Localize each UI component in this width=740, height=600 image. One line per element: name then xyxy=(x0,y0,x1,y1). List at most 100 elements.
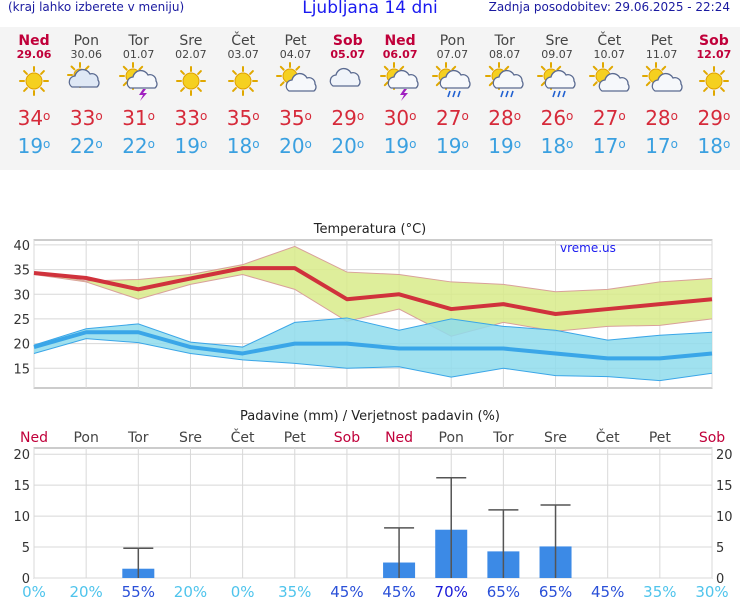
day-date: 29.06 xyxy=(16,48,52,61)
forecast-day: Ned 29.06 34o 19o xyxy=(8,33,60,159)
x-tick-label: Ned xyxy=(20,430,48,446)
day-name: Sob xyxy=(699,33,729,49)
y-tick-label-left: 0 xyxy=(22,572,30,587)
max-temp: 34o xyxy=(17,106,51,130)
chart-title: Temperatura (°C) xyxy=(313,222,426,237)
max-temp: 35o xyxy=(226,106,260,130)
max-temp: 28o xyxy=(488,106,522,130)
day-name: Tor xyxy=(494,33,515,49)
day-date: 30.06 xyxy=(70,48,103,61)
y-tick-label-left: 20 xyxy=(13,448,30,463)
cloudy-icon xyxy=(67,62,100,88)
y-tick-label-left: 15 xyxy=(13,479,30,494)
day-date: 06.07 xyxy=(382,48,418,61)
day-name: Čet xyxy=(231,33,256,49)
max-temp: 33o xyxy=(174,106,208,130)
precip-probability: 35% xyxy=(643,583,676,600)
day-name: Pet xyxy=(284,33,307,49)
max-temp: 35o xyxy=(279,106,312,130)
min-temp: 22o xyxy=(69,134,103,158)
sun-cloud-icon xyxy=(275,62,317,92)
precipitation-chart: Padavine (mm) / Verjetnost padavin (%) Ne… xyxy=(13,409,733,600)
forecast-day: Sre 02.07 33o 19o xyxy=(165,33,217,159)
sun-icon xyxy=(19,66,49,96)
x-tick-label: Sre xyxy=(179,430,202,446)
sun-cloud-storm-icon xyxy=(118,62,158,101)
min-temp: 20o xyxy=(279,134,312,158)
x-tick-label: Pon xyxy=(439,430,464,446)
min-temp: 18o xyxy=(540,134,574,158)
min-band-upper-edge xyxy=(33,317,713,348)
forecast-day: Pon 07.07 27o 19o xyxy=(426,33,478,159)
y-tick-label: 25 xyxy=(13,313,30,328)
max-temp: 29o xyxy=(331,106,365,130)
max-temp-line xyxy=(33,266,713,316)
max-temp: 30o xyxy=(383,106,417,130)
last-update: Zadnja posodobitev: 29.06.2025 - 22:24 xyxy=(488,0,730,14)
day-date: 09.07 xyxy=(541,48,573,61)
watermark: vreme.us xyxy=(560,241,616,255)
day-name: Ned xyxy=(384,33,416,49)
y-tick-label: 20 xyxy=(13,338,30,353)
min-temp: 19o xyxy=(17,134,51,158)
precip-probability: 20% xyxy=(174,583,207,600)
y-tick-label: 40 xyxy=(13,239,30,254)
y-tick-label: 30 xyxy=(13,288,30,303)
day-name: Pon xyxy=(73,33,99,49)
min-band-lower-edge xyxy=(33,338,713,382)
day-name: Pon xyxy=(439,33,466,49)
sun-icon xyxy=(698,66,729,96)
max-temp: 33o xyxy=(69,106,103,130)
forecast-panel: Ned 29.06 34o 19o Pon 30.06 33o 22o Tor 01.07 31o 2… xyxy=(0,27,740,170)
precip-probability: 70% xyxy=(435,583,468,600)
min-temp-line xyxy=(33,330,713,361)
day-date: 12.07 xyxy=(696,48,732,61)
max-temp: 29o xyxy=(697,106,731,130)
min-temp: 19o xyxy=(174,134,208,158)
day-date: 08.07 xyxy=(488,48,521,61)
plot-area xyxy=(33,447,713,579)
y-tick-label: 35 xyxy=(13,264,30,279)
sun-icon xyxy=(175,66,206,96)
day-date: 05.07 xyxy=(330,48,366,61)
min-temp: 17o xyxy=(592,134,626,158)
y-tick-label-right: 15 xyxy=(716,479,733,494)
x-tick-label: Ned xyxy=(385,430,413,446)
day-date: 02.07 xyxy=(175,48,207,61)
max-temp: 27o xyxy=(592,106,626,130)
max-temp: 28o xyxy=(645,106,678,130)
precip-probability: 65% xyxy=(539,583,572,600)
forecast-day: Pon 30.06 33o 22o xyxy=(60,33,112,159)
max-temp: 27o xyxy=(435,106,469,130)
forecast-day: Tor 01.07 31o 22o xyxy=(113,33,165,159)
menu-hint: (kraj lahko izberete v meniju) xyxy=(8,0,185,14)
max-temp: 31o xyxy=(122,106,155,130)
x-tick-label: Tor xyxy=(127,430,149,446)
x-tick-label: Sob xyxy=(699,430,725,446)
x-tick-label: Sob xyxy=(334,430,360,446)
day-name: Pet xyxy=(650,33,673,49)
precip-probability: 45% xyxy=(330,583,363,600)
y-tick-label-right: 20 xyxy=(716,448,733,463)
day-date: 01.07 xyxy=(122,48,155,61)
day-name: Sre xyxy=(545,33,569,49)
max-temp-band xyxy=(34,246,712,337)
max-temp: 26o xyxy=(540,106,574,130)
min-temp: 20o xyxy=(331,134,365,158)
min-temp: 22o xyxy=(122,134,155,158)
x-tick-label: Pet xyxy=(284,430,307,446)
x-tick-label: Čet xyxy=(231,428,255,446)
forecast-day: Tor 08.07 28o 19o xyxy=(479,33,531,159)
y-tick-label-left: 5 xyxy=(22,541,30,556)
day-name: Ned xyxy=(18,33,50,49)
day-date: 03.07 xyxy=(227,48,259,61)
y-tick-label-right: 0 xyxy=(716,572,724,587)
page-title: Ljubljana 14 dni xyxy=(302,0,438,18)
max-band-upper-edge xyxy=(33,245,713,293)
x-tick-label: Čet xyxy=(596,428,620,446)
sun-cloud-icon xyxy=(641,62,683,92)
day-date: 10.07 xyxy=(593,48,626,61)
precip-probability: 0% xyxy=(22,583,46,600)
min-temp-band xyxy=(34,317,712,381)
forecast-day: Pet 11.07 28o 17o xyxy=(636,33,688,159)
